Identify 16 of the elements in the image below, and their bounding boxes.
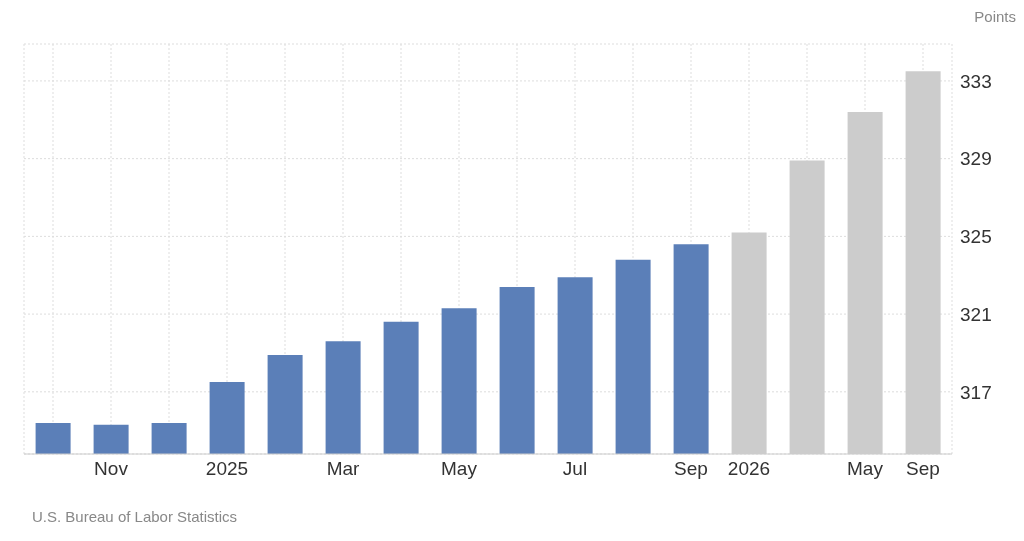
- y-tick-label: 317: [960, 381, 992, 403]
- y-tick-label: 325: [960, 226, 992, 248]
- x-tick-label: Jul: [562, 458, 588, 480]
- y-tick-label: 321: [960, 303, 992, 325]
- x-tick-label: Sep: [906, 458, 940, 480]
- x-tick-label: May: [847, 458, 884, 480]
- x-tick-label: 2025: [205, 458, 249, 480]
- x-tick-label: Mar: [326, 458, 361, 480]
- x-tick-label: Sep: [674, 458, 708, 480]
- y-axis-title: Points: [974, 8, 1016, 25]
- text: U.S. Bureau of Labor Statistics: [32, 508, 238, 525]
- y-tick-label: 333: [960, 70, 992, 92]
- x-tick-label: 2026: [727, 458, 771, 480]
- y-tick-label: 329: [960, 148, 992, 170]
- x-tick-label: Nov: [94, 458, 129, 480]
- x-tick-label: May: [441, 458, 478, 480]
